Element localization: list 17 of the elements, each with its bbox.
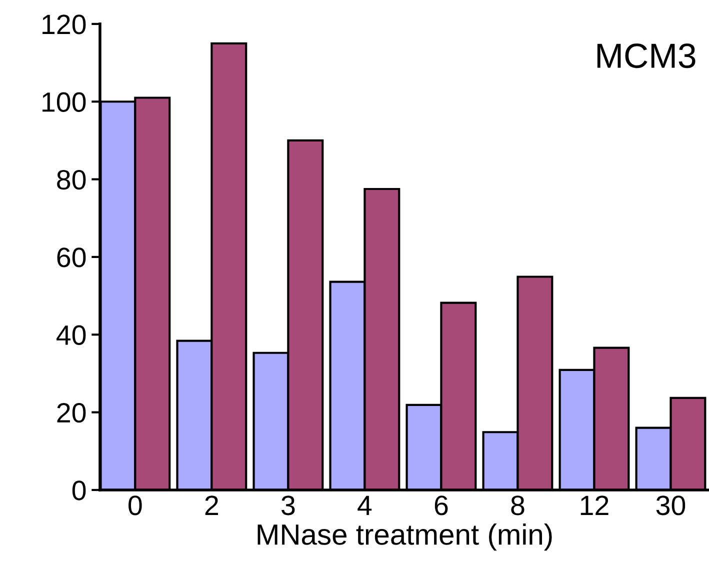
y-tick-label: 120 (42, 14, 86, 34)
x-tick-label: 2 (205, 496, 218, 515)
x-tick-label: 30 (656, 496, 686, 516)
y-tick-label: 60 (57, 248, 86, 268)
y-tick-label: 40 (56, 325, 86, 345)
y-tick-label: 100 (42, 92, 86, 112)
x-tick-label: 8 (511, 496, 524, 516)
annotation: MCM3 (597, 44, 696, 68)
x-tick-label: 4 (358, 496, 372, 515)
x-tick-label: 12 (580, 496, 608, 515)
x-tick-label: 6 (434, 496, 448, 516)
y-tick-label: 80 (57, 170, 86, 190)
y-tick-label: 20 (57, 402, 86, 423)
x-tick-label: 3 (282, 496, 295, 516)
x-tick-label: 0 (128, 496, 142, 516)
x-axis-title: MNase treatment (min) (258, 524, 552, 551)
y-tick-label: 0 (72, 480, 86, 500)
